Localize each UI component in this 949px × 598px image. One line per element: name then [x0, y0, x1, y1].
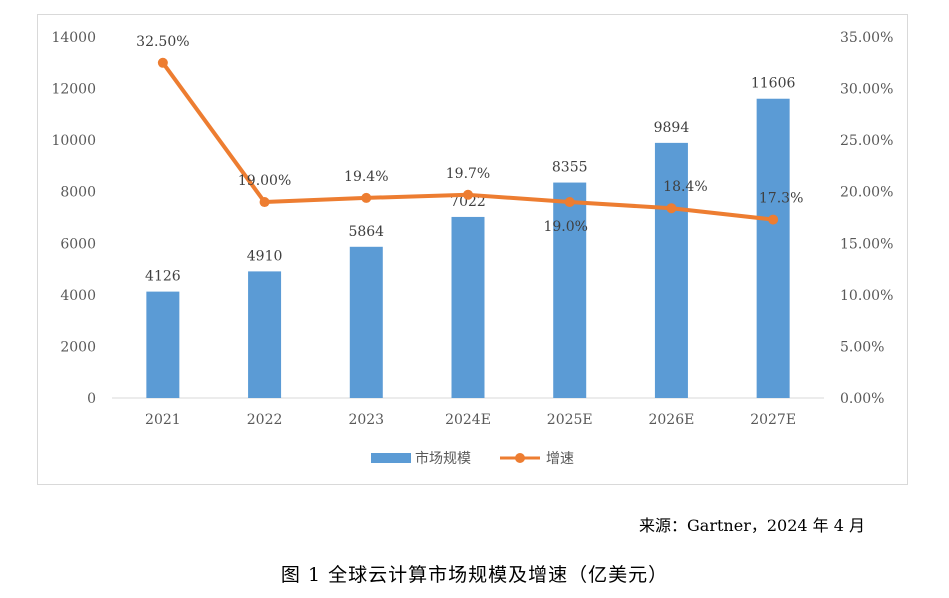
chart-frame — [37, 14, 908, 485]
y-left-tick-label: 12000 — [51, 82, 96, 98]
x-tick-label: 2021 — [145, 412, 181, 428]
legend-swatch-marker — [515, 453, 525, 463]
growth-value-label: 18.4% — [663, 179, 707, 195]
y-right-tick-label: 10.00% — [840, 288, 893, 304]
bar-value-label: 11606 — [751, 76, 796, 92]
bar-value-label: 9894 — [654, 120, 690, 136]
line-data-labels: 32.50% 19.00% 19.4% 19.7% 19.0% 18.4% 17.3% — [136, 34, 803, 235]
bar-2023 — [349, 246, 383, 398]
growth-point-2023 — [361, 192, 372, 203]
y-right-tick-label: 30.00% — [840, 82, 893, 98]
legend: 市场规模 增速 — [371, 450, 574, 467]
growth-value-label: 19.4% — [344, 169, 388, 185]
y-left-tick-label: 8000 — [60, 185, 96, 201]
x-tick-label: 2027E — [750, 412, 796, 428]
y-right-tick-label: 25.00% — [840, 133, 893, 149]
bar-2022 — [248, 271, 282, 398]
y-left-tick-label: 10000 — [51, 133, 96, 149]
legend-swatch-bar — [371, 453, 411, 463]
y-left-tick-label: 4000 — [60, 288, 96, 304]
y-right-tick-label: 5.00% — [840, 339, 884, 355]
x-tick-label: 2026E — [648, 412, 694, 428]
y-right-tick-label: 0.00% — [840, 391, 884, 407]
y-left-tick-label: 2000 — [60, 339, 96, 355]
source-note: 来源：Gartner，2024 年 4 月 — [639, 516, 865, 535]
y-right-tick-label: 20.00% — [840, 185, 893, 201]
growth-point-2024E — [463, 189, 473, 200]
bar-2026E — [654, 142, 688, 398]
y-left-tick-label: 14000 — [51, 30, 96, 46]
bar-value-label: 5864 — [348, 224, 384, 240]
bar-data-labels: 4126 4910 5864 7022 8355 9894 11606 — [145, 76, 795, 285]
growth-value-label: 19.7% — [446, 166, 490, 182]
bar-series — [146, 98, 790, 398]
growth-point-2021 — [157, 57, 168, 68]
growth-point-2022 — [259, 197, 270, 208]
bar-2021 — [146, 291, 180, 398]
x-tick-label: 2024E — [445, 412, 491, 428]
figure-caption: 图 1 全球云计算市场规模及增速（亿美元） — [280, 564, 669, 586]
growth-value-label: 19.00% — [238, 173, 291, 189]
growth-value-label: 17.3% — [759, 191, 803, 207]
legend-label-growth: 增速 — [546, 451, 574, 467]
bar-2027E — [756, 98, 790, 398]
bar-value-label: 4126 — [145, 269, 181, 285]
y-right-tick-label: 15.00% — [840, 236, 893, 252]
bar-value-label: 7022 — [450, 194, 486, 210]
x-tick-label: 2025E — [547, 412, 593, 428]
growth-point-2027E — [768, 214, 779, 225]
bar-value-label: 8355 — [552, 160, 588, 176]
bar-value-label: 4910 — [247, 248, 283, 264]
axes: 0 2000 4000 6000 8000 10000 12000 14000 0.00% 5.0… — [51, 30, 893, 428]
growth-value-label: 19.0% — [543, 219, 587, 235]
line-series — [157, 57, 779, 225]
growth-point-2025E — [564, 197, 575, 208]
bar-2024E — [451, 216, 485, 398]
legend-label-market-size: 市场规模 — [415, 450, 471, 467]
bar-2025E — [553, 182, 587, 398]
y-right-tick-label: 35.00% — [840, 30, 893, 46]
growth-value-label: 32.50% — [136, 34, 189, 50]
growth-point-2026E — [666, 203, 677, 214]
x-tick-label: 2023 — [348, 412, 384, 428]
y-left-tick-label: 6000 — [60, 236, 96, 252]
y-left-tick-label: 0 — [87, 391, 96, 407]
x-tick-label: 2022 — [247, 412, 283, 428]
